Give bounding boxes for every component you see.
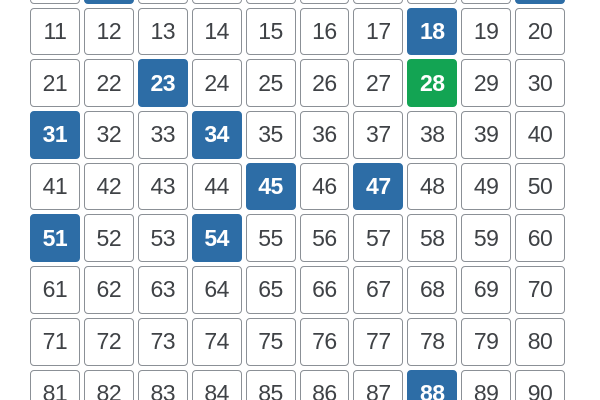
number-cell-7[interactable]: 7 xyxy=(353,0,404,4)
number-cell-75[interactable]: 75 xyxy=(245,317,296,366)
number-cell-45[interactable]: 45 xyxy=(245,162,296,211)
number-cell-6[interactable]: 6 xyxy=(299,0,350,4)
number-cell-46[interactable]: 46 xyxy=(299,162,350,211)
number-cell-5[interactable]: 5 xyxy=(245,0,296,4)
number-cell-70[interactable]: 70 xyxy=(515,266,565,314)
number-cell-19[interactable]: 19 xyxy=(461,7,512,56)
number-cell-88[interactable]: 88 xyxy=(407,369,458,400)
number-cell-76[interactable]: 76 xyxy=(299,317,350,366)
number-cell-40[interactable]: 40 xyxy=(515,111,565,159)
number-cell-79[interactable]: 79 xyxy=(461,317,512,366)
number-cell-8[interactable]: 8 xyxy=(407,0,458,4)
number-cell-80[interactable]: 80 xyxy=(515,317,565,366)
number-cell-71[interactable]: 71 xyxy=(30,317,80,366)
number-cell-73[interactable]: 73 xyxy=(137,317,188,366)
number-cell-58[interactable]: 58 xyxy=(407,214,458,263)
number-cell-44[interactable]: 44 xyxy=(191,162,242,211)
number-cell-47[interactable]: 47 xyxy=(353,162,404,211)
number-cell-67[interactable]: 67 xyxy=(353,266,404,314)
number-cell-72[interactable]: 72 xyxy=(83,317,134,366)
number-cell-4[interactable]: 4 xyxy=(191,0,242,4)
number-cell-13[interactable]: 13 xyxy=(137,7,188,56)
number-cell-2[interactable]: 2 xyxy=(83,0,134,4)
number-cell-77[interactable]: 77 xyxy=(353,317,404,366)
number-cell-65[interactable]: 65 xyxy=(245,266,296,314)
number-grid: 1234567891011121314151617181920212223242… xyxy=(30,0,565,400)
number-cell-61[interactable]: 61 xyxy=(30,266,80,314)
number-cell-81[interactable]: 81 xyxy=(30,369,80,400)
number-cell-25[interactable]: 25 xyxy=(245,59,296,108)
number-cell-42[interactable]: 42 xyxy=(83,162,134,211)
number-cell-33[interactable]: 33 xyxy=(137,111,188,159)
number-cell-39[interactable]: 39 xyxy=(461,111,512,159)
number-cell-11[interactable]: 11 xyxy=(30,7,80,56)
number-cell-3[interactable]: 3 xyxy=(137,0,188,4)
number-cell-17[interactable]: 17 xyxy=(353,7,404,56)
number-cell-53[interactable]: 53 xyxy=(137,214,188,263)
number-cell-60[interactable]: 60 xyxy=(515,214,565,263)
number-cell-66[interactable]: 66 xyxy=(299,266,350,314)
number-cell-20[interactable]: 20 xyxy=(515,7,565,56)
number-cell-87[interactable]: 87 xyxy=(353,369,404,400)
number-cell-52[interactable]: 52 xyxy=(83,214,134,263)
number-cell-18[interactable]: 18 xyxy=(407,7,458,56)
number-cell-23[interactable]: 23 xyxy=(137,59,188,108)
number-cell-1[interactable]: 1 xyxy=(30,0,80,4)
number-cell-55[interactable]: 55 xyxy=(245,214,296,263)
number-cell-78[interactable]: 78 xyxy=(407,317,458,366)
number-cell-14[interactable]: 14 xyxy=(191,7,242,56)
number-cell-30[interactable]: 30 xyxy=(515,59,565,108)
number-cell-37[interactable]: 37 xyxy=(353,111,404,159)
number-cell-38[interactable]: 38 xyxy=(407,111,458,159)
number-cell-62[interactable]: 62 xyxy=(83,266,134,314)
number-cell-16[interactable]: 16 xyxy=(299,7,350,56)
number-cell-86[interactable]: 86 xyxy=(299,369,350,400)
number-cell-68[interactable]: 68 xyxy=(407,266,458,314)
number-cell-63[interactable]: 63 xyxy=(137,266,188,314)
number-cell-64[interactable]: 64 xyxy=(191,266,242,314)
number-cell-50[interactable]: 50 xyxy=(515,162,565,211)
number-cell-59[interactable]: 59 xyxy=(461,214,512,263)
number-cell-21[interactable]: 21 xyxy=(30,59,80,108)
number-cell-29[interactable]: 29 xyxy=(461,59,512,108)
number-cell-22[interactable]: 22 xyxy=(83,59,134,108)
number-cell-43[interactable]: 43 xyxy=(137,162,188,211)
number-cell-36[interactable]: 36 xyxy=(299,111,350,159)
number-cell-34[interactable]: 34 xyxy=(191,111,242,159)
number-cell-10[interactable]: 10 xyxy=(515,0,565,4)
number-cell-51[interactable]: 51 xyxy=(30,214,80,263)
number-cell-84[interactable]: 84 xyxy=(191,369,242,400)
number-cell-35[interactable]: 35 xyxy=(245,111,296,159)
number-cell-90[interactable]: 90 xyxy=(515,369,565,400)
number-cell-56[interactable]: 56 xyxy=(299,214,350,263)
number-cell-82[interactable]: 82 xyxy=(83,369,134,400)
number-cell-27[interactable]: 27 xyxy=(353,59,404,108)
number-cell-89[interactable]: 89 xyxy=(461,369,512,400)
number-cell-31[interactable]: 31 xyxy=(30,111,80,159)
number-cell-57[interactable]: 57 xyxy=(353,214,404,263)
number-cell-26[interactable]: 26 xyxy=(299,59,350,108)
number-cell-32[interactable]: 32 xyxy=(83,111,134,159)
number-cell-69[interactable]: 69 xyxy=(461,266,512,314)
number-cell-28[interactable]: 28 xyxy=(407,59,458,108)
number-cell-85[interactable]: 85 xyxy=(245,369,296,400)
number-cell-9[interactable]: 9 xyxy=(461,0,512,4)
number-cell-54[interactable]: 54 xyxy=(191,214,242,263)
number-cell-12[interactable]: 12 xyxy=(83,7,134,56)
number-cell-74[interactable]: 74 xyxy=(191,317,242,366)
number-cell-24[interactable]: 24 xyxy=(191,59,242,108)
number-cell-48[interactable]: 48 xyxy=(407,162,458,211)
number-cell-83[interactable]: 83 xyxy=(137,369,188,400)
number-cell-15[interactable]: 15 xyxy=(245,7,296,56)
number-cell-49[interactable]: 49 xyxy=(461,162,512,211)
number-cell-41[interactable]: 41 xyxy=(30,162,80,211)
